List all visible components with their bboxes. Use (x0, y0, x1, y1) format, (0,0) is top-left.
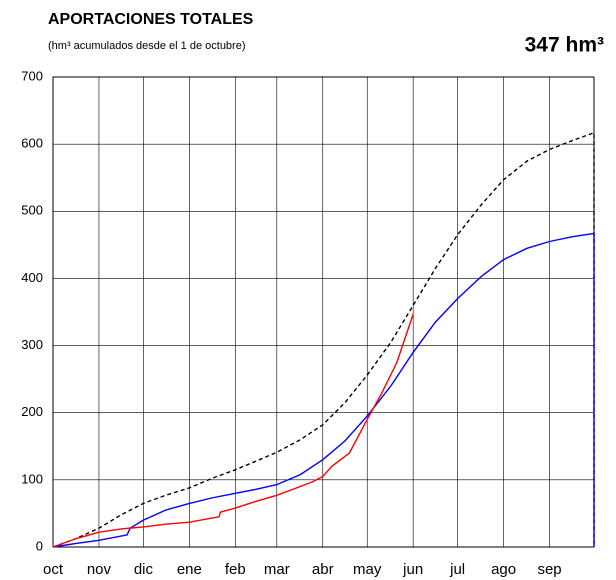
x-tick-label: ene (177, 561, 202, 578)
x-tick-label: jun (402, 561, 423, 578)
x-tick-label: feb (225, 561, 246, 578)
x-tick-label: sep (537, 561, 561, 578)
chart-title: APORTACIONES TOTALES (48, 11, 254, 28)
x-tick-label: jul (449, 561, 465, 578)
x-tick-label: nov (87, 561, 112, 578)
y-tick-label: 400 (21, 270, 43, 285)
x-tick-label: mar (264, 561, 290, 578)
y-tick-label: 500 (21, 203, 43, 218)
x-tick-label: oct (43, 561, 64, 578)
y-tick-label: 0 (36, 538, 43, 553)
x-tick-label: dic (134, 561, 154, 578)
series-line (52, 232, 595, 548)
series-line (52, 131, 595, 548)
chart-subtitle: (hm³ acumulados desde el 1 de octubre) (48, 40, 246, 52)
y-tick-label: 100 (21, 471, 43, 486)
y-tick-label: 200 (21, 404, 43, 419)
x-tick-label: abr (312, 561, 334, 578)
total-annotation: 347 hm³ (525, 34, 604, 57)
series-line (52, 313, 414, 548)
y-tick-label: 700 (21, 68, 43, 83)
x-tick-label: may (353, 561, 382, 578)
x-tick-label: ago (491, 561, 516, 578)
y-tick-label: 300 (21, 337, 43, 352)
y-tick-label: 600 (21, 136, 43, 151)
